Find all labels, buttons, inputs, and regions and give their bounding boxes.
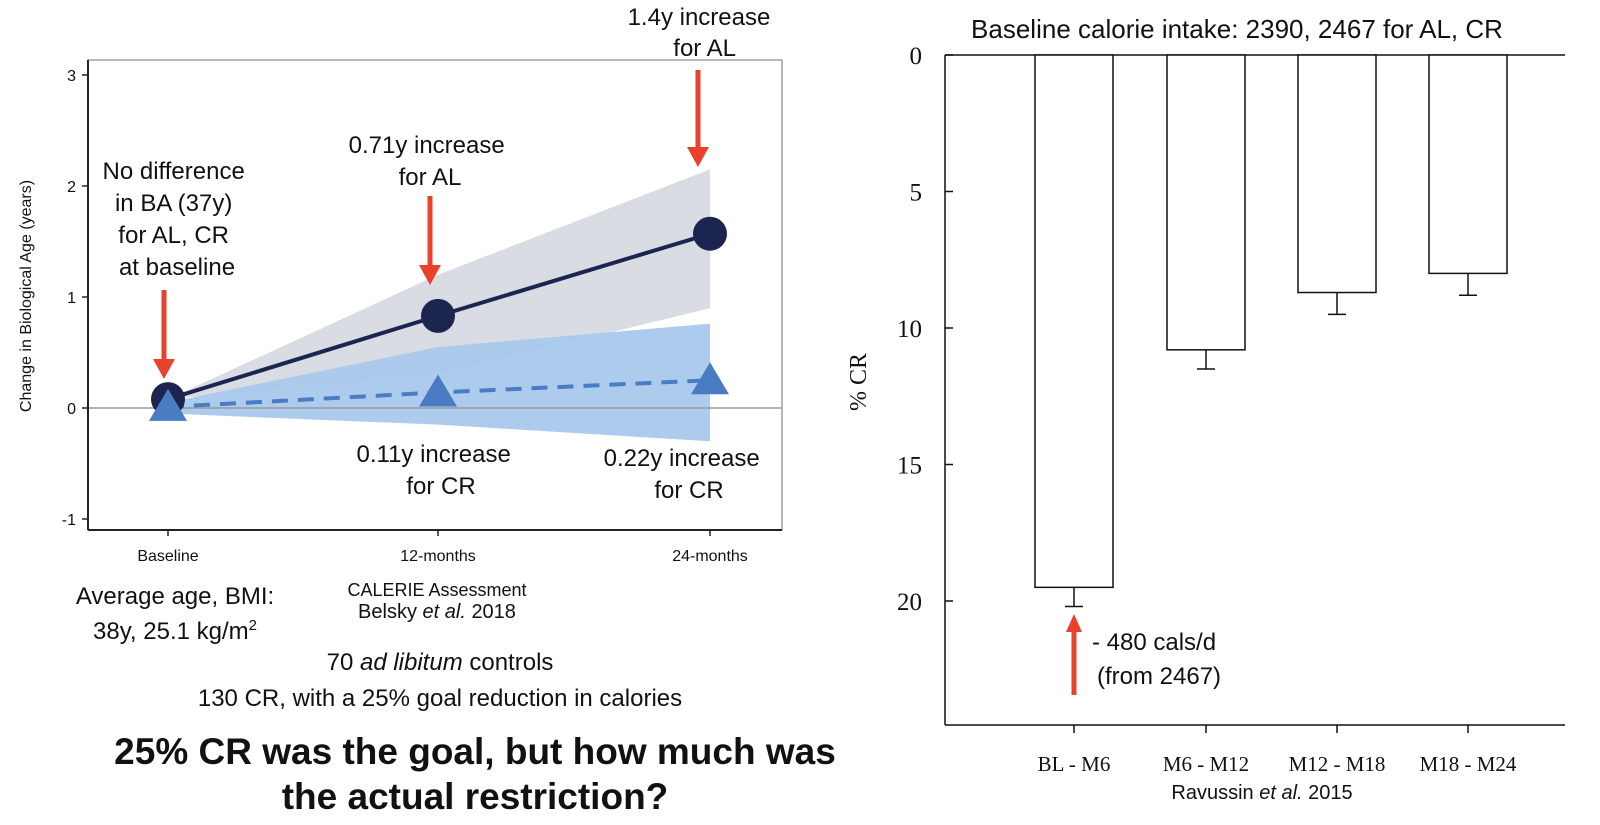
right-citation: Ravussin et al. 2015 (1171, 782, 1352, 804)
right-y-tick-label: 0 (910, 43, 923, 70)
annotation-arrow (153, 290, 175, 379)
annotation-baseline-line: No difference (103, 158, 245, 185)
bar (1034, 54, 1114, 589)
citation-year: 2015 (1308, 782, 1353, 804)
right-y-tick-label: 10 (897, 316, 922, 343)
age-bmi-superscript: 2 (248, 617, 257, 634)
left-y-ticks: 3 2 1 0 -1 (62, 68, 88, 529)
left-x-axis-label: CALERIE Assessment (347, 580, 526, 600)
annotation-cr-12m-line: for CR (406, 473, 475, 500)
annotation-baseline-line: at baseline (119, 254, 235, 281)
al-data-point (421, 298, 455, 333)
question-line-2: the actual restriction? (281, 776, 669, 817)
left-x-tick-label: 12-months (400, 548, 476, 565)
annotation-baseline: No difference in BA (37y) for AL, CR at … (103, 158, 252, 281)
left-y-tick-label: 2 (67, 179, 76, 196)
annotation-cr-24m: 0.22y increase for CR (604, 445, 767, 504)
right-y-tick-label: 5 (910, 180, 923, 207)
belsky-citation: Belsky et al. 2018 (297, 601, 577, 624)
error-bar (1459, 273, 1477, 296)
right-y-tick-label: 20 (897, 589, 922, 616)
citation-etal: et al. (1259, 782, 1302, 804)
annotation-cals-line: - 480 cals/d (1092, 629, 1216, 656)
bar (1428, 54, 1508, 275)
belsky-etal: et al. (422, 601, 466, 623)
annotation-arrow (419, 196, 441, 285)
left-x-ticks: Baseline 12-months 24-months (137, 530, 748, 565)
age-bmi-label: Average age, BMI: (75, 583, 275, 610)
annotation-baseline-line: for AL, CR (118, 222, 229, 249)
left-y-tick-label: 3 (67, 68, 76, 85)
right-x-tick-label: M12 - M18 (1289, 752, 1386, 776)
left-y-tick-label: 0 (67, 401, 76, 418)
bar (1297, 54, 1377, 294)
series-markers (149, 216, 729, 421)
annotation-al-24m-line: for AL (673, 35, 736, 62)
right-x-tick-label: BL - M6 (1038, 752, 1111, 776)
al-data-point (693, 216, 727, 251)
annotation-baseline-line: in BA (37y) (115, 190, 232, 217)
right-y-tick-label: 15 (897, 453, 922, 480)
annotation-cals-line: (from 2467) (1097, 663, 1221, 690)
right-y-axis-label: % CR (846, 353, 872, 411)
belsky-author: Belsky (358, 601, 417, 623)
age-bmi-value: 38y, 25.1 kg/m2 (40, 617, 310, 646)
left-y-tick-label: 1 (67, 290, 76, 307)
cals-arrow (1066, 614, 1082, 695)
citation-author: Ravussin (1171, 782, 1253, 804)
annotation-cr-24m-line: for CR (654, 477, 723, 504)
question-heading: 25% CR was the goal, but how much was th… (20, 729, 930, 819)
annotation-al-24m: 1.4y increase for AL (628, 4, 777, 62)
annotation-cals: - 480 cals/d (from 2467) (1092, 629, 1223, 690)
annotation-al-24m-line: 1.4y increase (628, 4, 771, 31)
error-bar (1328, 292, 1346, 316)
controls-count: 70 (326, 649, 354, 676)
error-bar (1065, 587, 1083, 608)
cr-data-point (419, 374, 457, 407)
right-y-ticks: 0 5 10 15 20 (897, 43, 953, 616)
right-x-ticks: BL - M6 M6 - M12 M12 - M18 M18 - M24 (1038, 725, 1517, 776)
right-chart-title: Baseline calorie intake: 2390, 2467 for … (971, 14, 1503, 44)
annotation-al-12m: 0.71y increase for AL (349, 132, 512, 191)
annotation-arrow (687, 70, 709, 167)
annotation-al-12m-line: for AL (399, 164, 462, 191)
right-x-tick-label: M18 - M24 (1420, 752, 1517, 776)
left-axes (87, 59, 783, 531)
annotation-cr-12m-line: 0.11y increase (357, 441, 511, 468)
question-line-1: 25% CR was the goal, but how much was (114, 731, 836, 772)
left-y-tick-label: -1 (62, 512, 76, 529)
annotation-cr-24m-line: 0.22y increase (604, 445, 760, 472)
error-bar (1197, 349, 1215, 370)
controls-italic: ad libitum (359, 649, 463, 676)
cr-data-point (149, 388, 187, 421)
error-bars (1065, 273, 1477, 608)
al-confidence-band (168, 169, 710, 400)
age-bmi-value-text: 38y, 25.1 kg/m (93, 618, 249, 645)
left-y-axis-label: Change in Biological Age (years) (18, 180, 35, 412)
bars (1034, 54, 1508, 589)
cr-group-line: 130 CR, with a 25% goal reduction in cal… (197, 685, 683, 712)
controls-line: 70 ad libitum controls (190, 649, 690, 677)
annotation-arrows (153, 70, 709, 379)
belsky-year: 2018 (471, 601, 516, 623)
left-x-tick-label: 24-months (672, 548, 748, 565)
annotation-cr-12m: 0.11y increase for CR (357, 441, 518, 500)
annotation-al-12m-line: 0.71y increase (349, 132, 505, 159)
cr-data-point (691, 362, 729, 395)
left-x-tick-label: Baseline (137, 548, 198, 565)
controls-rest: controls (469, 649, 554, 676)
right-x-tick-label: M6 - M12 (1163, 752, 1249, 776)
bar (1166, 54, 1246, 351)
